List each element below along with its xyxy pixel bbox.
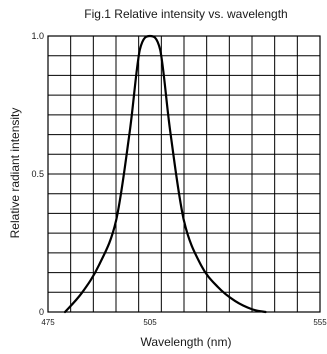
chart-grid: [48, 36, 320, 312]
y-tick-label: 0.5: [31, 169, 44, 179]
x-tick-label: 505: [143, 318, 157, 327]
y-axis-ticks: 0 0.5 1.0: [31, 31, 44, 317]
x-axis-ticks: 475 505 555: [41, 318, 327, 327]
y-axis-label: Relative radiant intensity: [8, 108, 22, 239]
series-line: [63, 34, 267, 314]
plot-frame: [47, 35, 321, 313]
y-tick-label: 0: [39, 307, 44, 317]
x-tick-label: 475: [41, 318, 55, 327]
x-axis-label: Wavelength (nm): [141, 335, 232, 349]
y-tick-label: 1.0: [31, 31, 44, 41]
chart-title: Fig.1 Relative intensity vs. wavelength: [84, 7, 287, 21]
x-tick-label: 555: [313, 318, 327, 327]
